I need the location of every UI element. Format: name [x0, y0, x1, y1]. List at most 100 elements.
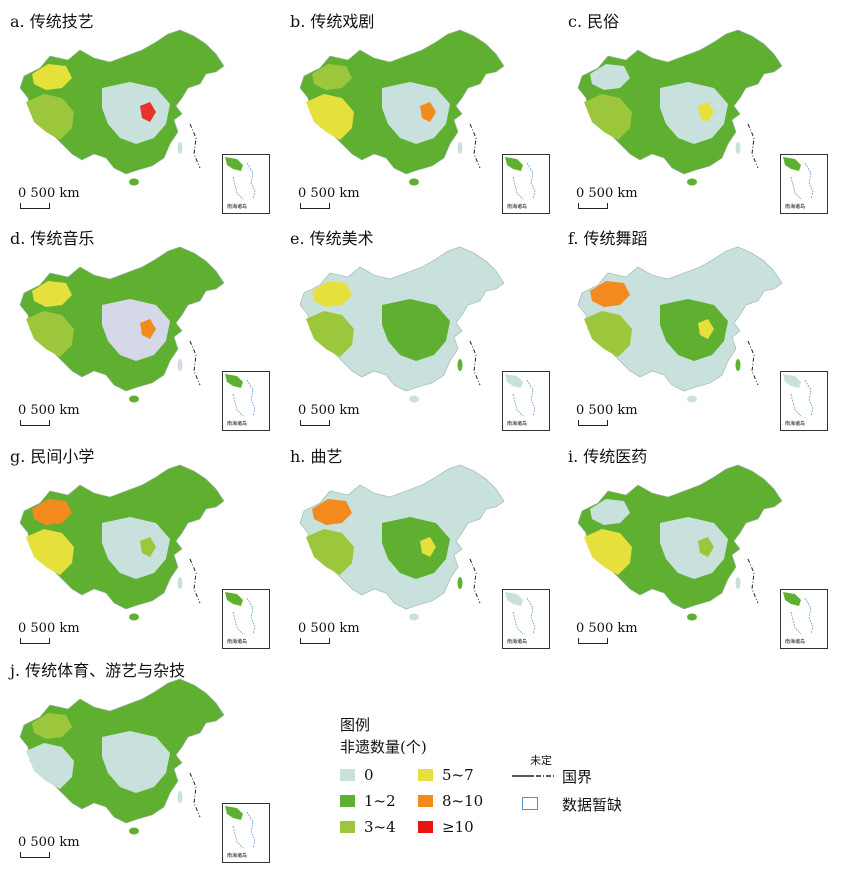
taiwan-island	[177, 577, 183, 589]
south-china-sea-inset: 南海诸岛	[502, 371, 550, 431]
legend-swatch	[340, 795, 355, 807]
map-region	[698, 102, 714, 122]
china-map	[577, 29, 783, 186]
legend-swatch	[418, 821, 433, 833]
scale-line	[578, 420, 608, 426]
inset-map	[225, 592, 256, 635]
hainan-island	[409, 178, 419, 186]
undetermined-border	[189, 772, 201, 818]
map-region	[382, 299, 450, 361]
china-map	[299, 464, 505, 621]
map-region	[32, 499, 72, 525]
scale-line	[578, 638, 608, 644]
legend-label: 0	[364, 766, 374, 784]
china-map	[577, 464, 783, 621]
map-region	[140, 751, 156, 771]
hainan-island	[129, 395, 139, 403]
map-region	[102, 299, 170, 361]
hainan-island	[687, 178, 697, 186]
map-region	[382, 82, 450, 144]
taiwan-island	[735, 142, 741, 154]
panel-title: c. 民俗	[568, 12, 620, 31]
map-region	[32, 713, 72, 739]
border-line-icon	[512, 775, 556, 777]
scale-label: 0 500 km	[576, 621, 638, 636]
china-map	[299, 246, 505, 403]
legend-label: 1~2	[364, 792, 396, 810]
scale-line	[578, 203, 608, 209]
map-panel: c. 民俗 0 500 km 南海诸岛	[568, 8, 838, 218]
hainan-island	[409, 613, 419, 621]
inset-map	[505, 592, 536, 635]
map-region	[32, 64, 72, 90]
undetermined-border	[189, 340, 201, 386]
scale-label: 0 500 km	[18, 186, 80, 201]
undetermined-border	[747, 340, 759, 386]
scale-label: 0 500 km	[18, 403, 80, 418]
map-panel: a. 传统技艺 0 500 km 南海诸岛	[10, 8, 280, 218]
china-map	[299, 29, 505, 186]
map-region	[420, 102, 436, 122]
taiwan-island	[457, 359, 463, 371]
panel-title: h. 曲艺	[290, 447, 343, 466]
scale-line	[300, 638, 330, 644]
inset-map	[505, 157, 536, 200]
scale-bar: 0 500 km	[576, 403, 656, 429]
map-region	[140, 319, 156, 339]
scale-line	[20, 852, 50, 858]
undetermined-border	[189, 558, 201, 604]
map-region	[32, 281, 72, 307]
scale-line	[300, 420, 330, 426]
inset-map	[225, 806, 256, 849]
map-panel: i. 传统医药 0 500 km 南海诸岛	[568, 443, 838, 653]
scale-bar: 0 500 km	[298, 403, 378, 429]
panel-title: i. 传统医药	[568, 447, 648, 466]
scale-label: 0 500 km	[298, 403, 360, 418]
taiwan-island	[177, 359, 183, 371]
china-map	[19, 246, 225, 403]
map-region	[590, 499, 630, 525]
map-region	[26, 94, 74, 140]
map-panel: b. 传统戏剧 0 500 km 南海诸岛	[290, 8, 560, 218]
inset-label: 南海诸岛	[227, 421, 248, 427]
undetermined-label: 未定	[530, 754, 552, 767]
legend-subtitle: 非遗数量(个)	[340, 738, 427, 756]
map-panel: f. 传统舞蹈 0 500 km 南海诸岛	[568, 225, 838, 435]
map-region	[590, 281, 630, 307]
scale-label: 0 500 km	[18, 621, 80, 636]
scale-bar: 0 500 km	[18, 186, 98, 212]
map-panel: g. 民间小学 0 500 km 南海诸岛	[10, 443, 280, 653]
undetermined-border	[469, 340, 481, 386]
scale-line	[300, 203, 330, 209]
no-data-label: 数据暂缺	[562, 796, 623, 814]
south-china-sea-inset: 南海诸岛	[502, 154, 550, 214]
china-map	[19, 464, 225, 621]
map-region	[584, 529, 632, 575]
map-legend: 图例 非遗数量(个) 0 1~2 3~4 5~7 8~10 ≥10 未定 国界 …	[340, 714, 660, 844]
undetermined-border	[747, 558, 759, 604]
map-region	[26, 529, 74, 575]
hainan-island	[687, 613, 697, 621]
legend-swatch	[418, 795, 433, 807]
south-china-sea-inset: 南海诸岛	[222, 589, 270, 649]
inset-label: 南海诸岛	[785, 204, 806, 210]
south-china-sea-inset: 南海诸岛	[222, 803, 270, 863]
inset-label: 南海诸岛	[507, 204, 528, 210]
legend-swatch	[340, 821, 355, 833]
hainan-island	[687, 395, 697, 403]
scale-bar: 0 500 km	[298, 621, 378, 647]
taiwan-island	[457, 577, 463, 589]
map-region	[312, 64, 352, 90]
legend-swatch	[340, 769, 355, 781]
scale-line	[20, 203, 50, 209]
map-region	[420, 537, 436, 557]
inset-label: 南海诸岛	[227, 853, 248, 859]
map-region	[140, 537, 156, 557]
panel-title: j. 传统体育、游艺与杂技	[10, 661, 186, 680]
map-panel: e. 传统美术 0 500 km 南海诸岛	[290, 225, 560, 435]
scale-label: 0 500 km	[298, 186, 360, 201]
scale-label: 0 500 km	[576, 186, 638, 201]
scale-bar: 0 500 km	[576, 186, 656, 212]
scale-bar: 0 500 km	[18, 403, 98, 429]
inset-label: 南海诸岛	[227, 639, 248, 645]
